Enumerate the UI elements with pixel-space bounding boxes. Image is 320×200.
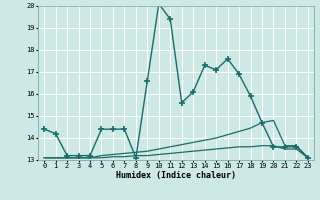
- X-axis label: Humidex (Indice chaleur): Humidex (Indice chaleur): [116, 171, 236, 180]
